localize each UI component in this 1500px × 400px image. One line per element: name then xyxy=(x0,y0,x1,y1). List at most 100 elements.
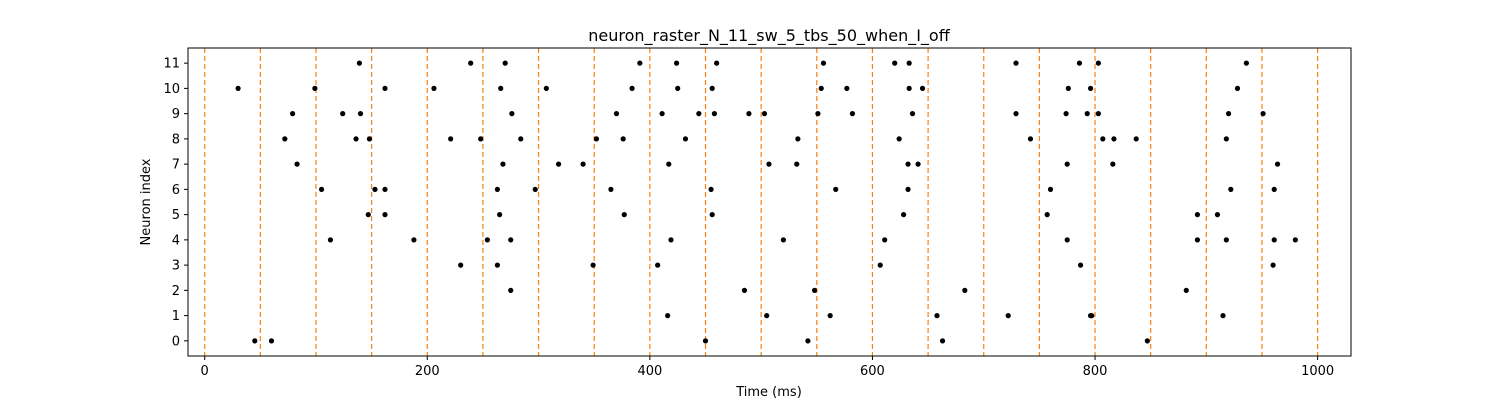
y-tick-label: 4 xyxy=(172,233,180,248)
spike-point xyxy=(608,186,614,192)
spike-point xyxy=(939,338,946,344)
spike-point xyxy=(484,237,490,243)
spike-point xyxy=(556,161,562,167)
spike-point xyxy=(1089,313,1095,319)
spike-point xyxy=(818,85,824,91)
spike-point xyxy=(294,161,300,167)
spike-point xyxy=(1274,161,1281,167)
spike-point xyxy=(478,136,484,142)
spike-point xyxy=(675,85,681,91)
x-tick-label: 1000 xyxy=(1301,364,1334,379)
spike-point xyxy=(714,60,720,66)
spike-point xyxy=(282,136,288,142)
spike-point xyxy=(896,136,902,142)
plot-frame xyxy=(187,47,1352,357)
spike-point xyxy=(1047,186,1054,192)
spike-point xyxy=(844,85,850,91)
x-tick-label: 600 xyxy=(860,364,885,379)
spike-point xyxy=(696,111,702,117)
spike-point xyxy=(494,186,500,192)
spike-point xyxy=(1194,237,1201,243)
spike-point xyxy=(620,136,626,142)
spike-point xyxy=(934,313,940,319)
spike-point xyxy=(882,237,888,243)
spike-point xyxy=(500,161,506,167)
spike-point xyxy=(318,186,325,192)
spike-point xyxy=(702,338,709,344)
spike-point xyxy=(1228,186,1234,192)
spike-point xyxy=(1110,161,1116,167)
spike-point xyxy=(431,85,437,91)
spike-point xyxy=(1183,287,1189,293)
spike-point xyxy=(1214,212,1221,218)
spike-point xyxy=(682,136,689,142)
spike-point xyxy=(827,313,833,319)
spike-point xyxy=(708,186,714,192)
spike-point xyxy=(357,111,364,117)
spike-point xyxy=(1064,161,1070,167)
spike-point xyxy=(746,111,752,117)
spike-point xyxy=(655,262,661,268)
spike-point xyxy=(666,161,672,167)
spike-point xyxy=(1292,237,1298,243)
spike-point xyxy=(1194,212,1201,218)
spike-point xyxy=(764,313,770,319)
spike-point xyxy=(709,212,715,218)
spike-point xyxy=(629,85,635,91)
y-tick-label: 8 xyxy=(172,132,180,147)
spike-point xyxy=(1076,60,1083,66)
spike-point xyxy=(811,287,818,293)
spike-point xyxy=(340,111,346,117)
y-axis-label: Neuron index xyxy=(139,158,154,245)
spike-point xyxy=(1133,136,1139,142)
spike-point xyxy=(1111,136,1117,142)
spike-point xyxy=(766,161,772,167)
spike-point xyxy=(508,287,514,293)
spike-point xyxy=(1065,85,1071,91)
spike-point xyxy=(509,111,515,117)
spike-point xyxy=(543,85,549,91)
spike-point xyxy=(794,161,800,167)
spike-point xyxy=(1013,60,1019,66)
spike-point xyxy=(468,60,474,66)
spike-point xyxy=(448,136,454,142)
spike-point xyxy=(382,212,388,218)
spike-point xyxy=(901,212,907,218)
spike-point xyxy=(518,136,524,142)
y-tick-label: 3 xyxy=(172,259,180,274)
spike-point xyxy=(709,85,715,91)
plot-area xyxy=(204,48,1319,356)
x-tick-label: 200 xyxy=(415,364,440,379)
spike-point xyxy=(1234,85,1241,91)
spike-point xyxy=(1064,237,1070,243)
spike-point xyxy=(795,136,801,142)
spike-point xyxy=(252,338,258,344)
spike-point xyxy=(356,60,362,66)
spike-point xyxy=(741,287,748,293)
spike-point xyxy=(1271,186,1277,192)
spike-point xyxy=(580,161,586,167)
spike-point xyxy=(711,111,718,117)
spike-point xyxy=(1084,111,1090,117)
spike-point xyxy=(1220,313,1226,319)
y-tick-label: 5 xyxy=(172,208,180,223)
spike-point xyxy=(1243,60,1249,66)
spike-point xyxy=(915,161,921,167)
spike-point xyxy=(372,186,378,192)
spike-point xyxy=(659,111,665,117)
spike-point xyxy=(905,186,911,192)
spike-point xyxy=(382,186,388,192)
spike-point xyxy=(366,136,373,142)
spike-point xyxy=(761,111,768,117)
spike-point xyxy=(815,111,821,117)
spike-point xyxy=(962,287,968,293)
spike-point xyxy=(312,85,318,91)
spike-point xyxy=(1063,111,1069,117)
spike-point xyxy=(1260,111,1266,117)
spike-point xyxy=(1223,237,1229,243)
spike-point xyxy=(1271,237,1277,243)
spike-point xyxy=(1100,136,1106,142)
spike-point xyxy=(637,60,643,66)
